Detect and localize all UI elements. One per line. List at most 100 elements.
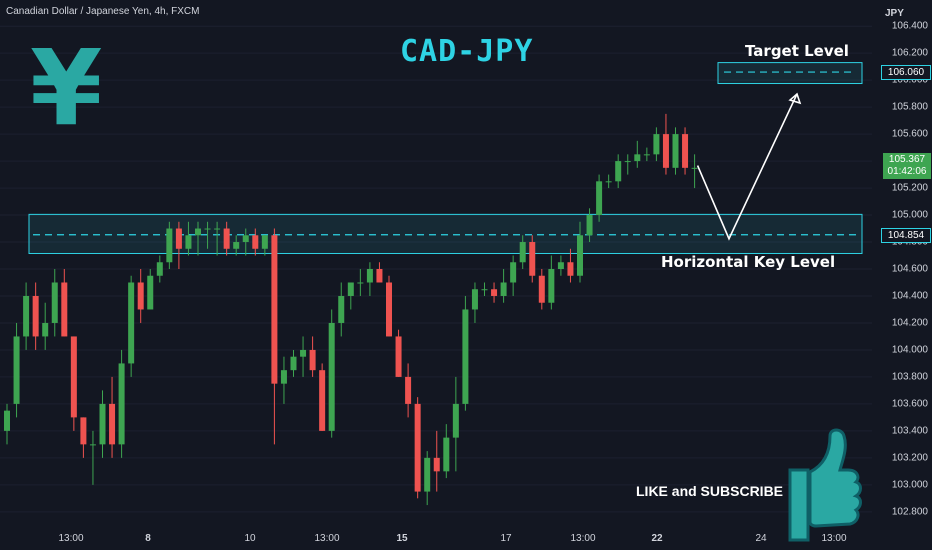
candle-body — [204, 228, 211, 230]
x-tick-label: 13:00 — [314, 533, 340, 544]
candle-body — [557, 262, 564, 269]
candle-body — [433, 457, 440, 472]
candle-body — [109, 403, 116, 445]
candle-body — [519, 242, 526, 263]
target-level-zone — [717, 62, 863, 85]
candle-body — [23, 295, 30, 337]
candle-body — [309, 349, 316, 371]
candle-body — [452, 403, 459, 438]
y-tick-label: 103.400 — [891, 425, 928, 437]
candle-body — [271, 235, 278, 384]
candle-body — [643, 154, 650, 156]
candle-body — [443, 437, 450, 472]
y-tick-label: 102.800 — [891, 506, 928, 518]
candle-body — [233, 242, 240, 249]
x-tick-label: 17 — [500, 533, 512, 544]
candle-body — [261, 235, 268, 249]
target-level-label: Target Level — [745, 42, 849, 60]
candle-body — [118, 363, 125, 445]
candle-body — [405, 376, 412, 404]
candle-body — [338, 295, 345, 323]
y-tick-label: 104.200 — [891, 317, 928, 329]
candle-body — [672, 134, 679, 168]
x-tick-label: 8 — [145, 533, 151, 544]
candle-body — [366, 269, 373, 283]
candle-body — [653, 134, 660, 155]
yen-logo: ¥ — [30, 27, 102, 149]
candle-body — [510, 262, 517, 283]
x-tick-label: 13:00 — [58, 533, 84, 544]
candle-body — [166, 228, 173, 263]
y-tick-label: 106.200 — [891, 47, 928, 59]
y-tick-label: 103.600 — [891, 398, 928, 410]
x-tick-label: 15 — [396, 533, 408, 544]
current-price-tag: 105.367 01:42:06 — [883, 152, 931, 179]
candle-body — [156, 262, 163, 276]
candle-body — [347, 282, 354, 296]
candle-body — [13, 336, 20, 404]
candle-body — [462, 309, 469, 404]
candle-body — [319, 370, 326, 431]
x-tick-label: 22 — [651, 533, 663, 544]
y-tick-label: 103.800 — [891, 371, 928, 383]
x-tick-label: 10 — [244, 533, 256, 544]
candle-body — [424, 457, 431, 492]
candle-body — [280, 370, 287, 384]
projection-arrow-head — [788, 92, 802, 105]
candle-body — [471, 289, 478, 310]
candle-body — [137, 282, 144, 310]
y-tick-label: 103.000 — [891, 479, 928, 491]
candle-body — [51, 282, 58, 323]
current-price-value: 105.367 — [888, 153, 926, 165]
key-level-label: Horizontal Key Level — [661, 253, 836, 271]
candle-body — [175, 228, 182, 249]
y-tick-label: 105.600 — [891, 128, 928, 140]
candle-body — [577, 235, 583, 276]
thumbs-up-icon — [788, 428, 862, 542]
candle-body — [185, 235, 192, 249]
y-tick-label: 106.000 — [891, 74, 928, 86]
y-tick-label: 105.000 — [891, 209, 928, 221]
candle-body — [596, 181, 603, 216]
y-tick-label: 103.200 — [891, 452, 928, 464]
candle-body — [414, 403, 421, 492]
key-price-tag: 104.854 — [881, 227, 931, 243]
candle-body — [529, 242, 536, 276]
y-tick-label: 106.400 — [891, 20, 928, 32]
candle-body — [223, 228, 230, 249]
candle-body — [357, 282, 364, 284]
candle-body — [89, 444, 96, 446]
y-tick-label: 105.200 — [891, 182, 928, 194]
candle-body — [395, 336, 402, 377]
candle-body — [586, 215, 593, 236]
candle-body — [214, 228, 221, 230]
candle-body — [662, 134, 669, 168]
y-tick-label: 104.000 — [891, 344, 928, 356]
candle-body — [128, 282, 135, 364]
y-tick-label: 104.400 — [891, 290, 928, 302]
y-tick-label: 104.600 — [891, 263, 928, 275]
projection-path — [696, 93, 798, 241]
candle-body — [615, 161, 622, 182]
candle-body — [691, 167, 698, 169]
candles — [4, 113, 698, 506]
chart-title: CAD-JPY — [400, 34, 534, 69]
x-tick-label: 13:00 — [570, 533, 596, 544]
like-subscribe-text: LIKE and SUBSCRIBE — [636, 483, 784, 499]
candle-body — [32, 295, 39, 337]
candle-body — [624, 161, 631, 163]
candle-body — [491, 289, 498, 296]
candle-body — [99, 403, 106, 445]
candle-body — [567, 262, 574, 276]
candle-body — [4, 410, 10, 431]
candle-body — [242, 235, 249, 243]
candle-body — [376, 269, 383, 283]
candle-body — [290, 356, 297, 371]
currency-label: JPY — [885, 8, 904, 19]
candle-body — [538, 275, 545, 303]
target-price-tag: 106.060 — [881, 65, 931, 81]
candle-body — [42, 322, 49, 337]
candle-body — [481, 289, 488, 291]
x-tick-label: 13:00 — [821, 533, 847, 544]
